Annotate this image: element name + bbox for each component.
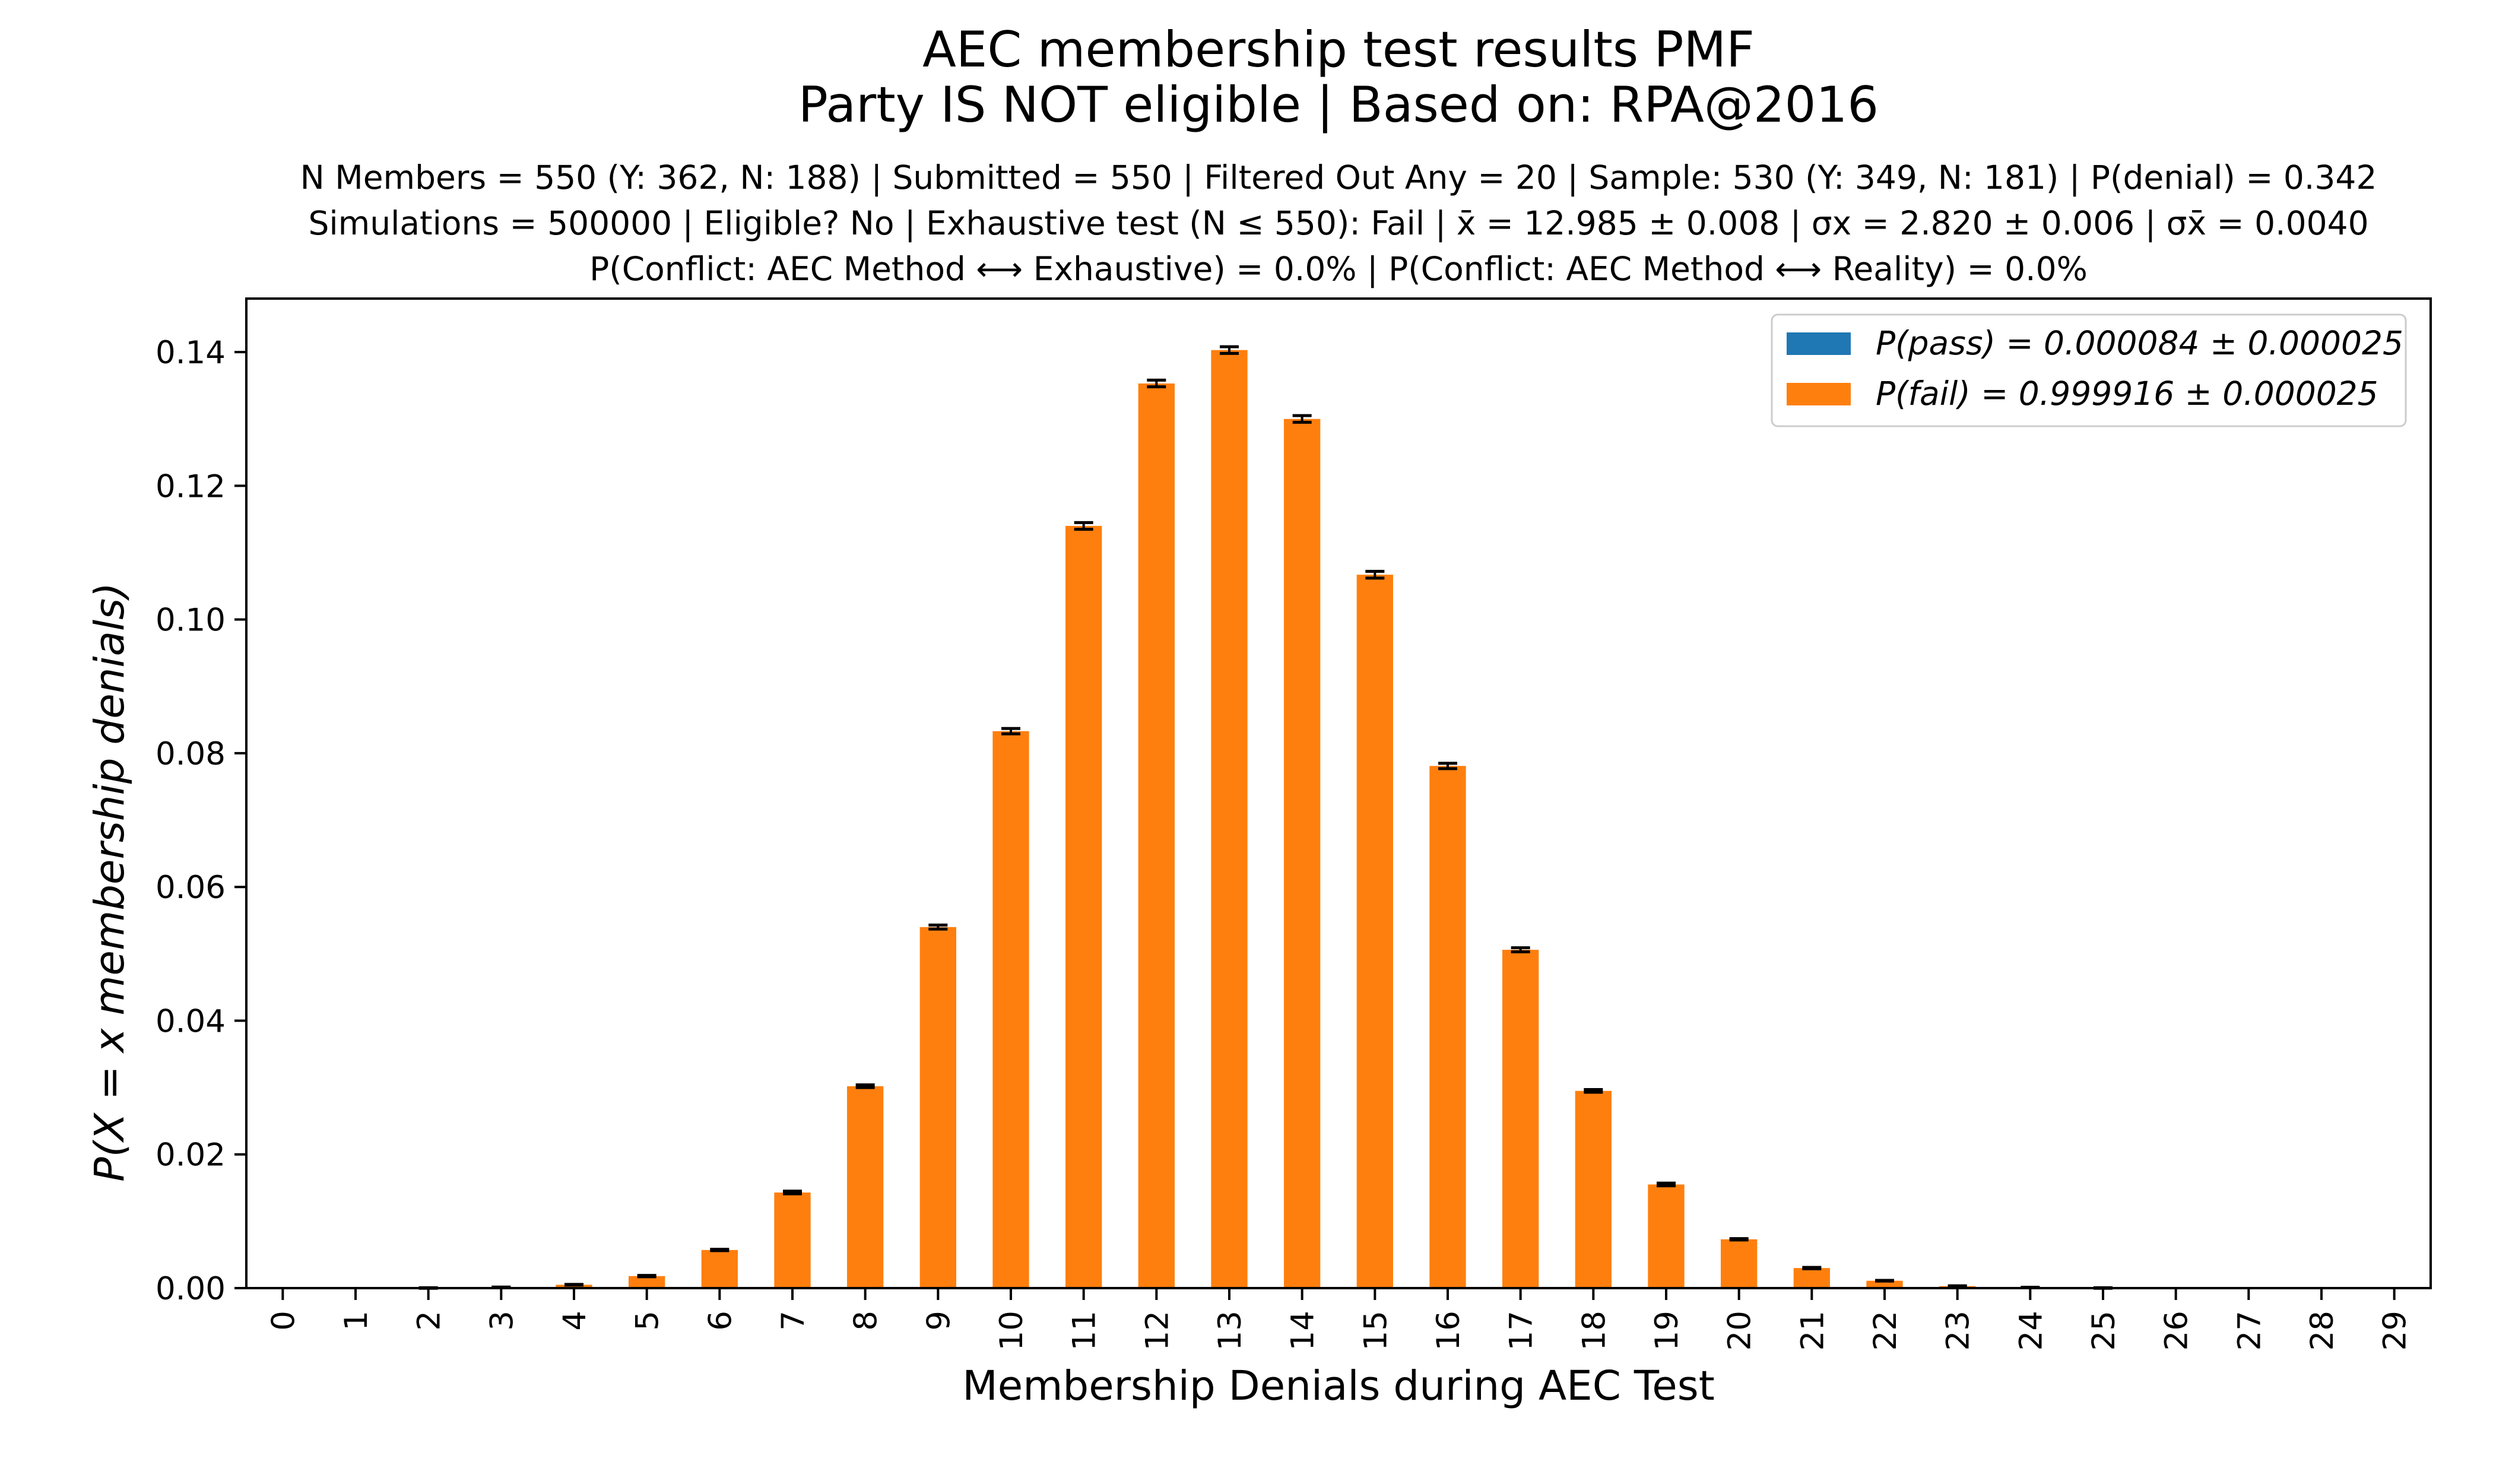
x-tick-label: 22 [1867, 1311, 1904, 1350]
bar-fail [1065, 525, 1102, 1288]
bar-fail [629, 1276, 665, 1288]
y-tick-label: 0.08 [156, 736, 226, 772]
x-tick-label: 8 [848, 1311, 884, 1331]
axes-frame [245, 297, 2432, 1289]
legend-label-pass: P(pass) = 0.000084 ± 0.000025 [1876, 324, 2403, 362]
x-tick-label: 7 [775, 1311, 811, 1331]
x-tick-label: 4 [557, 1311, 593, 1331]
x-tick-label: 29 [2377, 1311, 2413, 1350]
x-tick-label: 17 [1504, 1311, 1540, 1350]
info-line-2: Simulations = 500000 | Eligible? No | Ex… [308, 204, 2368, 243]
x-tick-label: 15 [1357, 1311, 1394, 1350]
x-tick-label: 5 [630, 1311, 666, 1331]
bar-fail [1793, 1268, 1830, 1288]
bar-fail [992, 731, 1029, 1288]
bar-fail [1429, 766, 1466, 1288]
bar-fail [1721, 1239, 1758, 1288]
x-tick-label: 10 [994, 1311, 1030, 1350]
x-tick-label: 12 [1139, 1311, 1175, 1350]
bar-fail [1211, 350, 1248, 1289]
x-tick-label: 0 [265, 1311, 302, 1331]
y-tick-label: 0.00 [156, 1271, 226, 1307]
bar-fail [1284, 418, 1321, 1289]
chart-title: AEC membership test results PMF [922, 21, 1755, 78]
x-tick-label: 3 [484, 1311, 520, 1331]
x-tick-label: 18 [1576, 1311, 1612, 1350]
info-line-3: P(Conflict: AEC Method ⟷ Exhaustive) = 0… [589, 250, 2088, 288]
bar-fail [1138, 383, 1175, 1288]
x-tick-label: 19 [1649, 1311, 1685, 1350]
x-axis-label: Membership Denials during AEC Test [962, 1362, 1715, 1410]
y-tick-label: 0.14 [156, 335, 226, 371]
y-tick-label: 0.04 [156, 1003, 226, 1039]
x-tick-label: 25 [2086, 1311, 2122, 1350]
x-tick-label: 26 [2159, 1311, 2195, 1350]
bar-fail [1575, 1090, 1612, 1288]
legend-swatch-pass [1787, 332, 1851, 355]
x-tick-label: 1 [338, 1311, 375, 1331]
x-tick-label: 9 [921, 1311, 957, 1331]
y-tick-label: 0.06 [156, 870, 226, 906]
bar-fail [701, 1250, 738, 1288]
bar-fail [1648, 1184, 1685, 1288]
y-tick-label: 0.12 [156, 468, 226, 505]
legend-frame [1771, 313, 2407, 427]
bar-fail [847, 1086, 884, 1288]
y-axis-label: P(X = x membership denials) [86, 582, 134, 1182]
x-tick-label: 13 [1212, 1311, 1248, 1350]
x-tick-label: 14 [1285, 1311, 1321, 1350]
y-tick-label: 0.10 [156, 603, 226, 639]
bar-fail [1866, 1280, 1903, 1288]
x-tick-label: 6 [702, 1311, 738, 1331]
legend-swatch-fail [1787, 383, 1851, 405]
x-tick-label: 2 [411, 1311, 448, 1331]
x-tick-label: 20 [1722, 1311, 1758, 1350]
legend: P(pass) = 0.000084 ± 0.000025 P(fail) = … [1771, 313, 2407, 427]
legend-label-fail: P(fail) = 0.999916 ± 0.000025 [1876, 375, 2378, 413]
plot-area: 0.000.020.040.060.080.100.120.140 1 2 3 4 5 6 7… [156, 297, 2432, 1350]
bar-fail [919, 927, 956, 1288]
x-tick-label: 11 [1067, 1311, 1103, 1350]
y-tick-label: 0.02 [156, 1137, 226, 1174]
x-tick-label: 27 [2231, 1311, 2267, 1350]
x-tick-label: 16 [1431, 1311, 1467, 1350]
chart-title-line2: Party IS NOT eligible | Based on: RPA@20… [798, 76, 1879, 134]
x-tick-label: 24 [2013, 1311, 2049, 1350]
bar-fail [774, 1192, 811, 1288]
x-tick-label: 21 [1794, 1311, 1831, 1350]
bar-fail [1356, 575, 1393, 1288]
bar-fail [1502, 950, 1539, 1288]
x-tick-label: 28 [2304, 1311, 2340, 1350]
info-line-1: N Members = 550 (Y: 362, N: 188) | Submi… [300, 158, 2377, 197]
x-tick-label: 23 [1940, 1311, 1977, 1350]
